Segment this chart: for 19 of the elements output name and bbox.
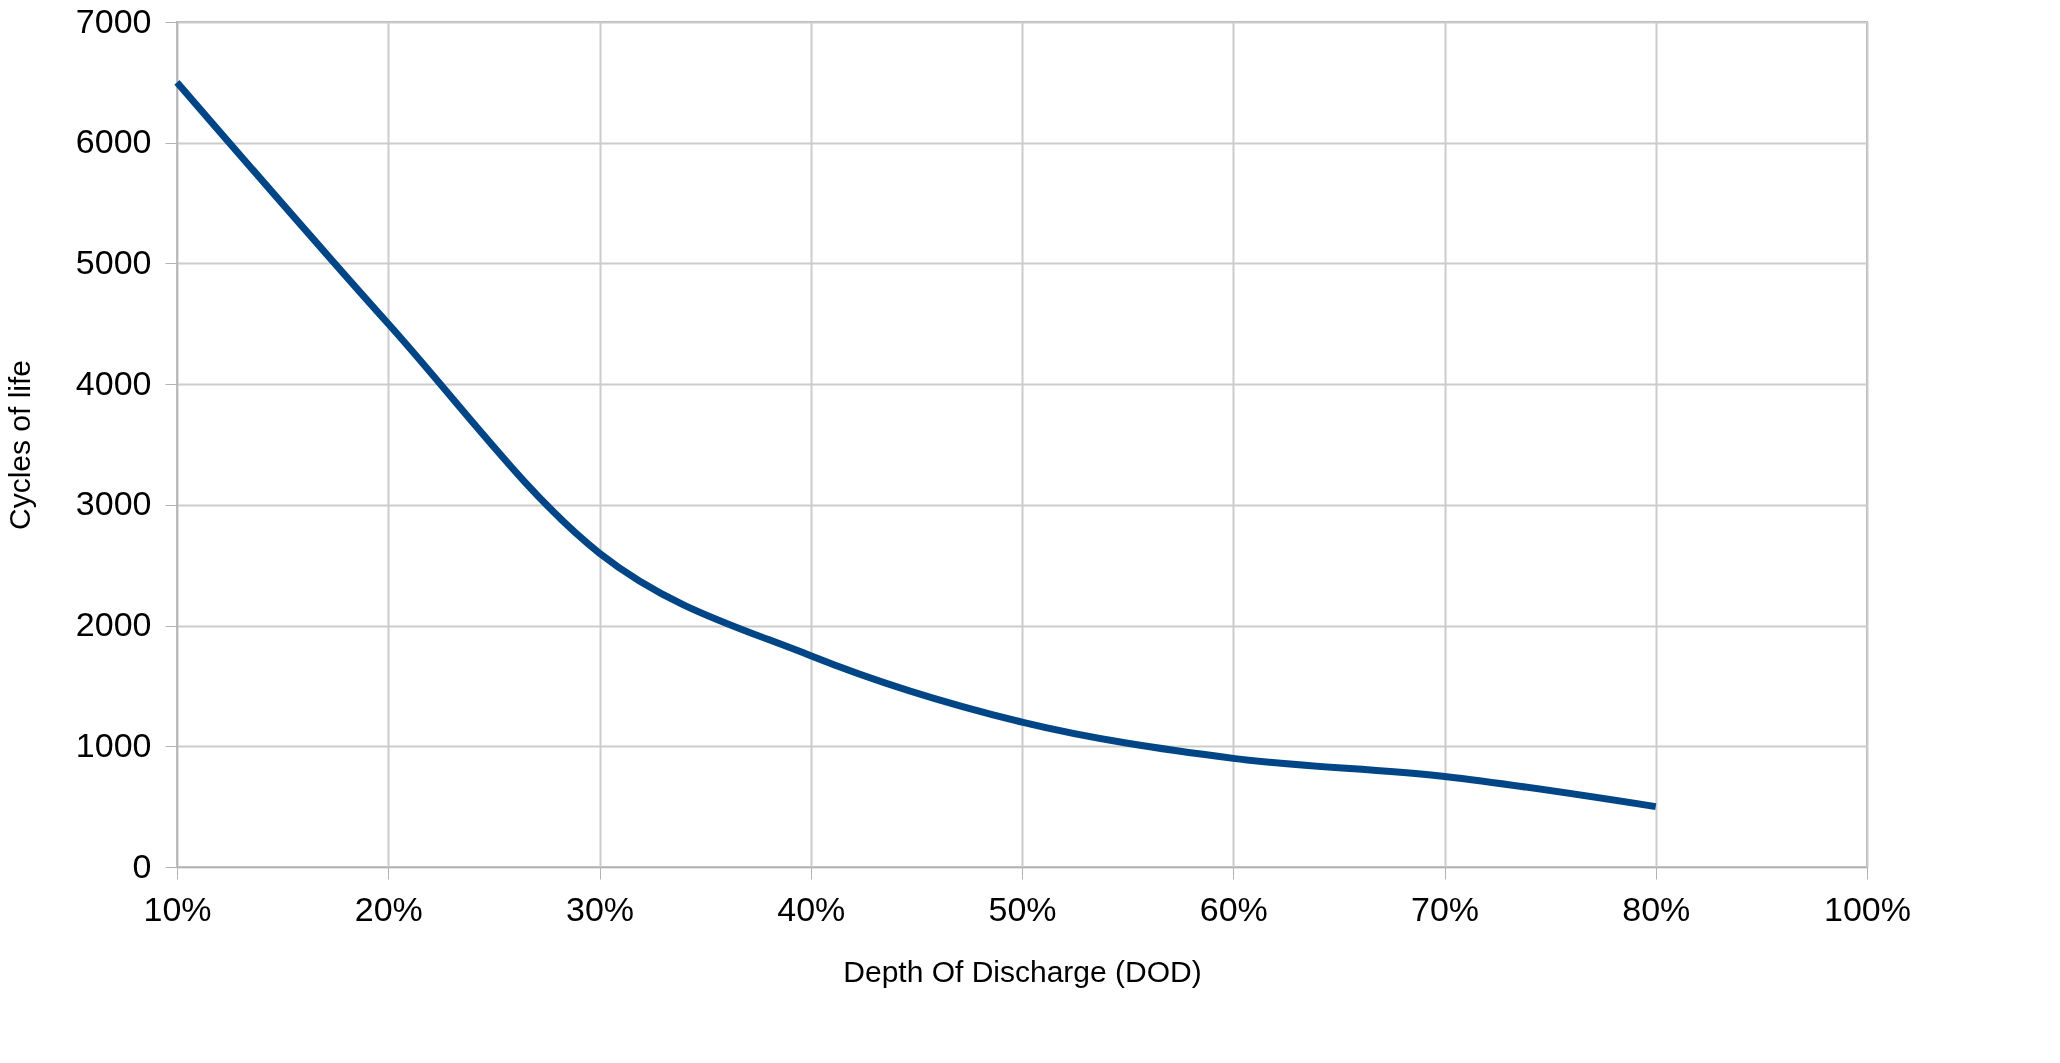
y-axis-title: Cycles of life	[2, 359, 36, 531]
y-tick-label: 2000	[75, 605, 152, 644]
y-tick-label: 3000	[75, 484, 152, 523]
x-tick-label: 70%	[1410, 889, 1480, 928]
y-tick-label: 0	[132, 846, 152, 885]
x-tick-label: 80%	[1622, 889, 1691, 928]
y-tick-label: 6000	[75, 122, 152, 161]
x-tick-label: 30%	[565, 889, 635, 928]
y-tick-label: 1000	[75, 725, 152, 764]
x-tick-label: 60%	[1199, 889, 1268, 928]
x-axis-title: Depth Of Discharge (DOD)	[843, 954, 1202, 988]
x-tick-label: 10%	[143, 889, 212, 928]
y-tick-label: 5000	[75, 242, 152, 281]
x-tick-label: 100%	[1824, 889, 1911, 928]
x-tick-label: 40%	[777, 889, 846, 928]
x-tick-label: 50%	[988, 889, 1057, 928]
y-tick-label: 7000	[75, 1, 152, 40]
x-tick-label: 20%	[354, 889, 423, 928]
y-tick-label: 4000	[75, 363, 152, 402]
